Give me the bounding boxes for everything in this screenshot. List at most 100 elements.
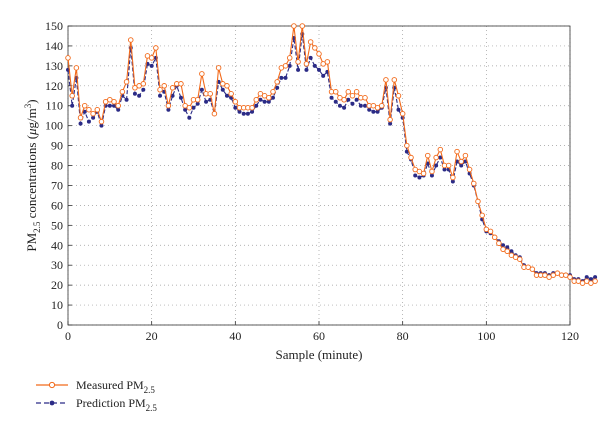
data-point-prediction — [178, 95, 183, 100]
data-point-measured — [282, 63, 289, 69]
data-point-measured — [387, 116, 393, 123]
data-point-prediction — [396, 107, 401, 112]
data-point-prediction — [279, 75, 284, 80]
data-point-prediction — [429, 173, 434, 178]
y-tick-label: 150 — [45, 19, 63, 33]
data-point-prediction — [116, 107, 121, 112]
data-point-measured — [504, 248, 511, 254]
data-point-measured — [274, 79, 280, 85]
data-point-measured — [592, 278, 598, 284]
data-point-measured — [324, 59, 331, 65]
data-point-measured — [253, 97, 259, 103]
data-point-prediction — [270, 95, 275, 100]
data-point-measured — [266, 95, 272, 101]
data-point-measured — [399, 110, 406, 117]
y-tick-label: 10 — [51, 298, 63, 312]
data-point-prediction — [112, 103, 117, 108]
data-point-prediction — [233, 105, 238, 110]
data-point-measured — [169, 85, 176, 91]
y-tick-label: 90 — [51, 139, 63, 153]
legend-item-prediction: Prediction PM2.5 — [36, 396, 157, 413]
data-point-prediction — [78, 121, 83, 126]
data-point-prediction — [262, 99, 267, 104]
data-point-prediction — [434, 163, 439, 168]
data-point-prediction — [375, 109, 380, 114]
data-point-measured — [466, 166, 473, 173]
data-point-measured — [211, 110, 218, 117]
y-axis-title: PM2.5 concentrations (μg/m3) — [23, 99, 42, 251]
legend-label-prediction-main: Prediction PM — [76, 396, 146, 410]
legend-label-measured-sub: 2.5 — [144, 385, 156, 395]
data-point-prediction — [425, 161, 430, 166]
data-point-measured — [207, 91, 213, 97]
data-point-prediction — [296, 67, 301, 72]
data-point-prediction — [158, 93, 163, 98]
data-point-measured — [487, 228, 494, 235]
data-point-measured — [153, 45, 159, 51]
data-point-measured — [420, 170, 427, 177]
data-point-measured — [316, 51, 322, 57]
data-point-measured — [224, 83, 230, 89]
data-point-prediction — [442, 167, 447, 172]
data-point-measured — [349, 93, 356, 99]
data-point-measured — [491, 234, 498, 241]
data-point-prediction — [166, 107, 171, 112]
data-point-measured — [119, 89, 126, 95]
data-point-prediction — [317, 67, 321, 72]
data-point-measured — [433, 154, 439, 161]
data-point-prediction — [245, 111, 250, 116]
data-point-prediction — [250, 109, 255, 114]
data-point-measured — [165, 102, 172, 109]
data-point-measured — [395, 93, 402, 99]
data-point-measured — [123, 79, 130, 85]
legend-label-measured: Measured PM2.5 — [76, 378, 155, 395]
data-point-prediction — [501, 243, 506, 248]
data-point-prediction — [342, 105, 347, 110]
data-point-measured — [312, 45, 318, 51]
data-point-measured — [90, 110, 96, 117]
data-point-measured — [115, 102, 121, 109]
data-point-measured — [362, 95, 368, 101]
x-tick-label: 40 — [229, 329, 241, 343]
data-point-prediction — [350, 101, 355, 106]
data-point-measured — [127, 37, 134, 43]
data-point-prediction — [141, 87, 146, 92]
data-point-prediction — [220, 87, 225, 92]
legend-swatch-prediction-marker — [49, 400, 55, 406]
data-point-measured — [437, 146, 444, 153]
data-point-measured — [295, 59, 301, 65]
data-point-measured — [383, 77, 389, 83]
data-point-measured — [404, 142, 410, 149]
data-point-prediction — [346, 97, 351, 102]
x-axis-title: Sample (minute) — [275, 347, 362, 362]
data-point-measured — [445, 162, 452, 169]
x-tick-label: 0 — [65, 329, 71, 343]
data-point-prediction — [312, 63, 317, 68]
data-point-prediction — [124, 97, 129, 102]
y-axis-title-sub: 2.5 — [32, 221, 42, 233]
y-tick-label: 80 — [51, 159, 63, 173]
data-point-prediction — [371, 109, 376, 114]
data-point-prediction — [70, 103, 75, 108]
data-point-measured — [529, 266, 536, 272]
y-axis-title-mu: μ — [24, 128, 39, 136]
data-point-measured — [186, 104, 193, 111]
data-point-prediction — [363, 103, 368, 108]
data-point-measured — [148, 55, 155, 61]
data-point-measured — [77, 114, 84, 121]
data-point-measured — [228, 91, 234, 97]
y-tick-label: 0 — [57, 318, 63, 332]
x-tick-label: 60 — [313, 329, 325, 343]
data-point-measured — [341, 97, 347, 103]
data-point-measured — [425, 152, 431, 159]
data-point-measured — [471, 180, 477, 187]
data-point-measured — [458, 158, 464, 165]
data-point-prediction — [183, 107, 188, 112]
x-tick-label: 100 — [477, 329, 495, 343]
series-line-prediction — [67, 33, 596, 282]
data-point-measured — [379, 102, 385, 109]
data-point-measured — [194, 97, 201, 103]
data-point-measured — [286, 55, 293, 61]
data-point-prediction — [137, 93, 142, 98]
data-point-measured — [86, 106, 92, 113]
